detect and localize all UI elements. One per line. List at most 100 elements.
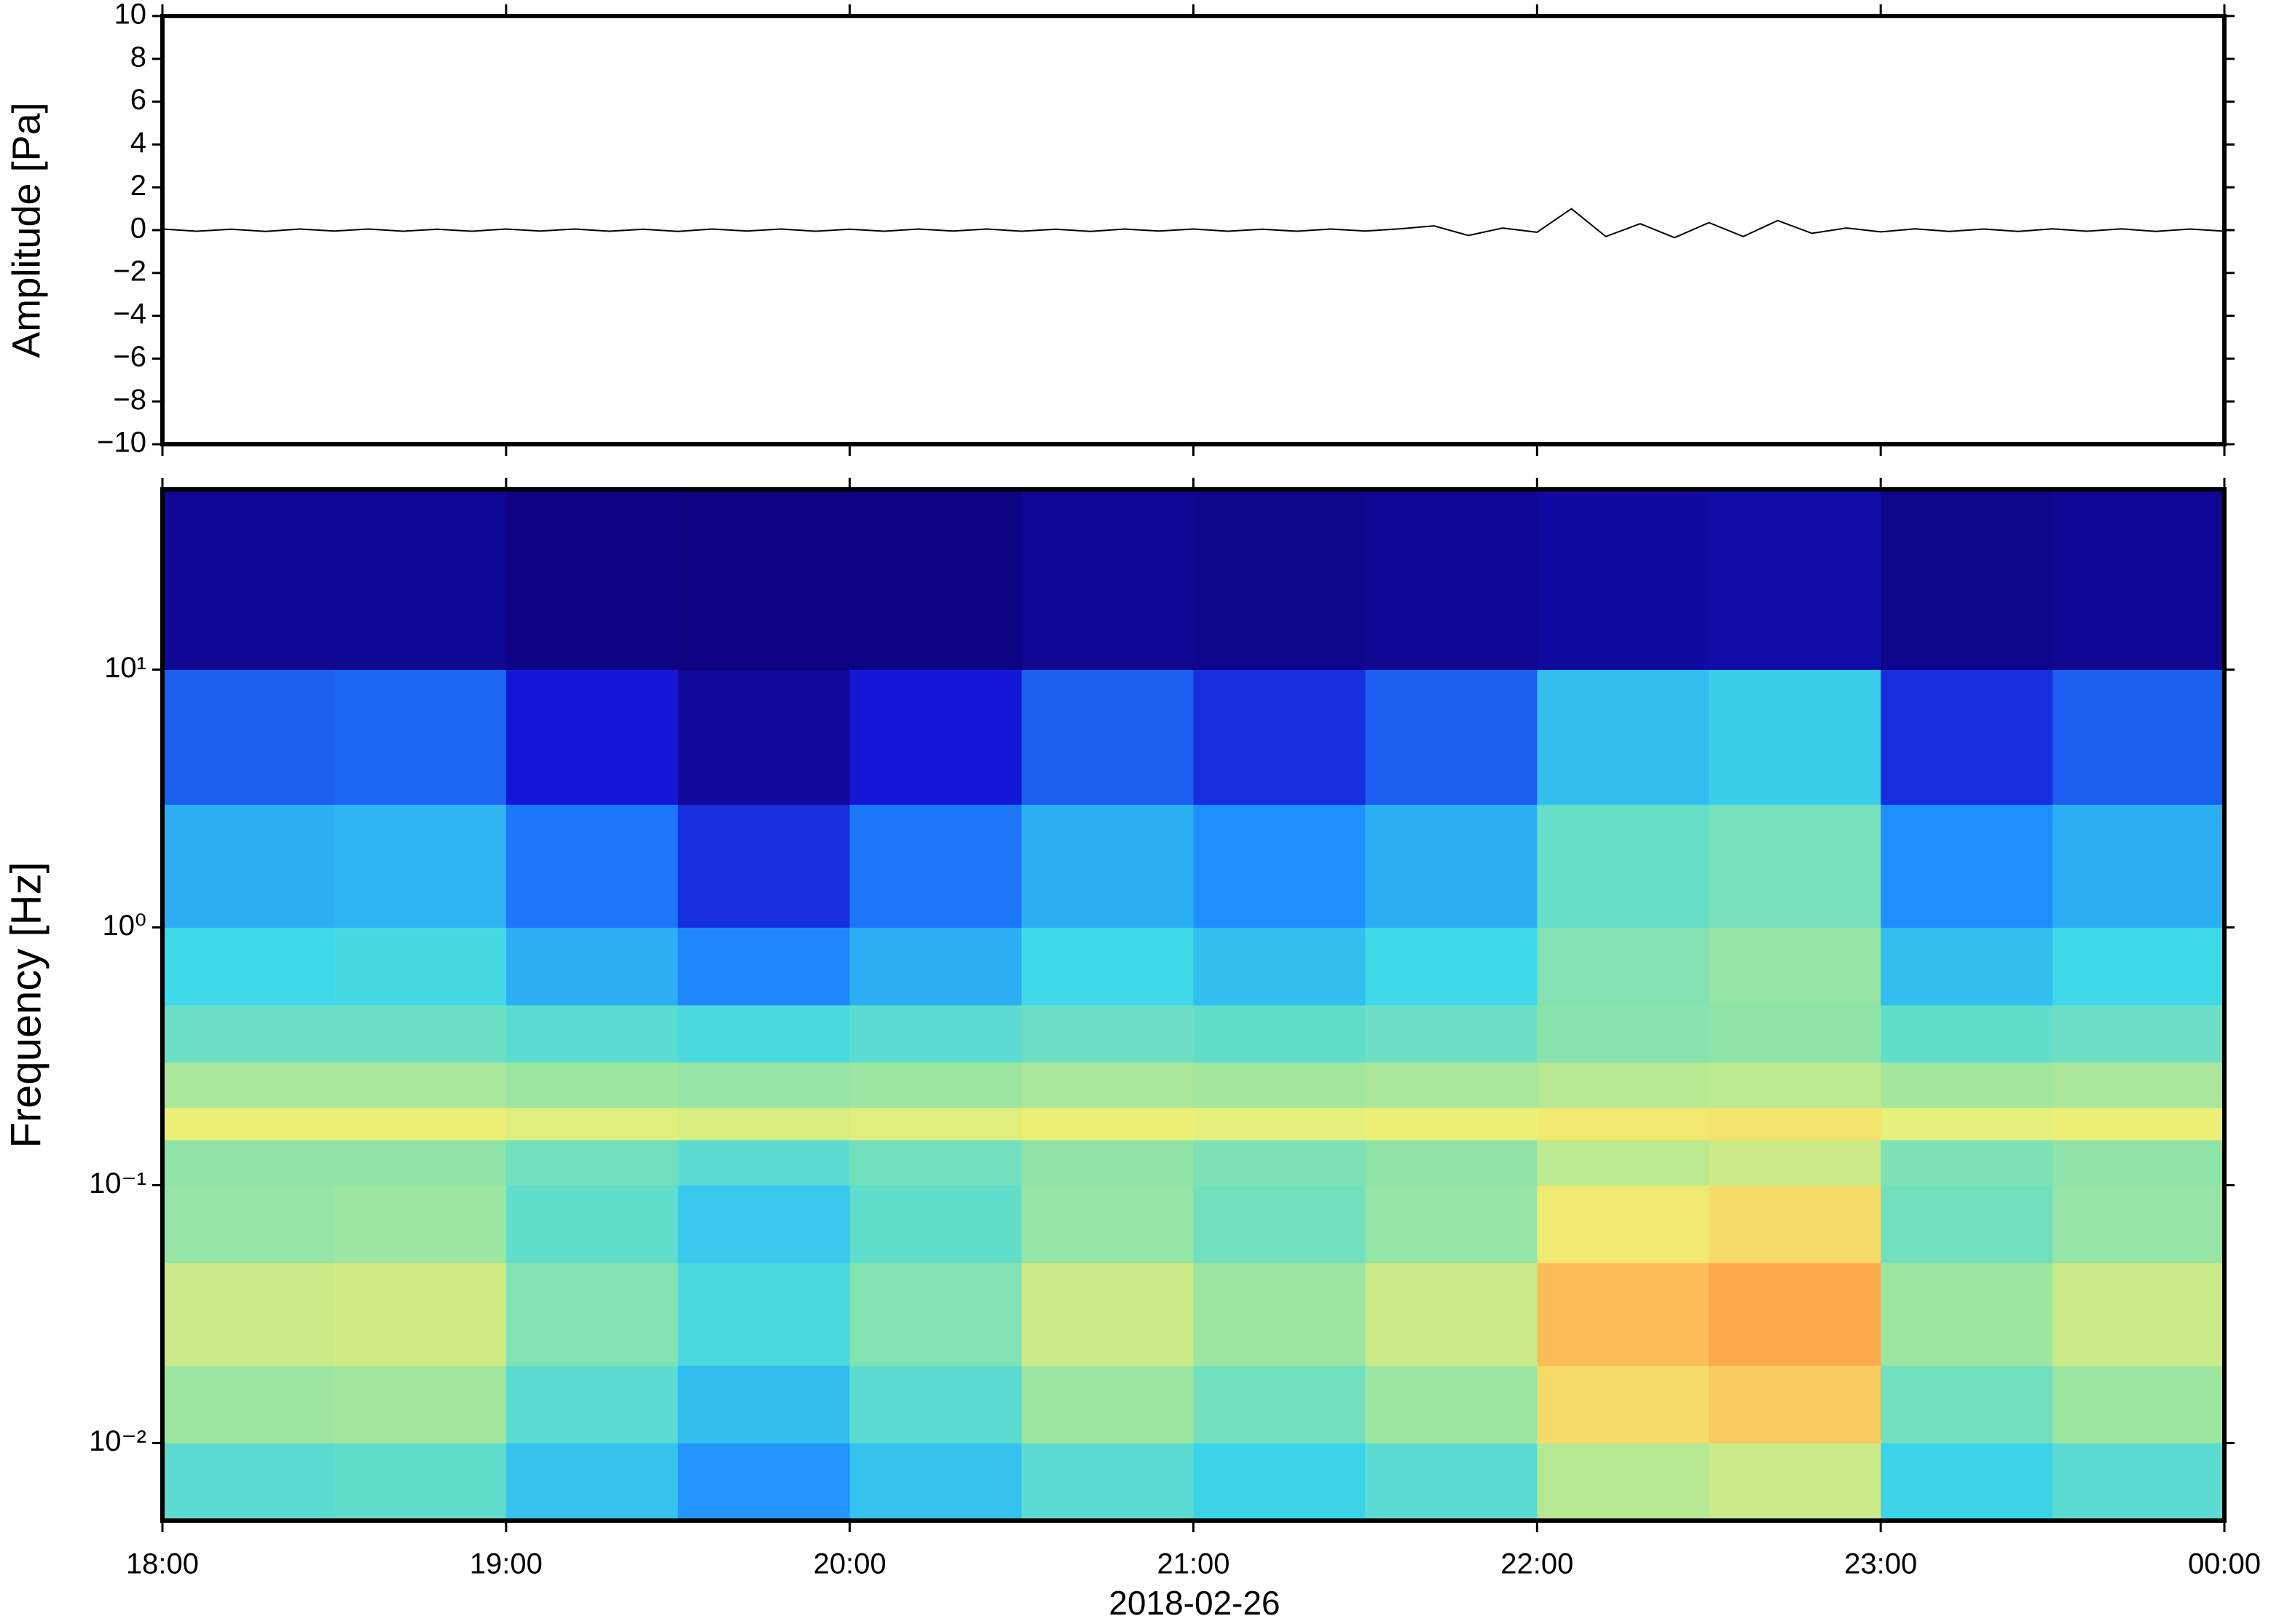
spectrogram-cell <box>334 804 507 928</box>
spectrogram-cell <box>849 1443 1023 1521</box>
spectrogram-cell <box>1365 489 1538 670</box>
y-tick-label: 6 <box>130 84 146 116</box>
spectrogram-cell <box>1881 669 2053 805</box>
spectrogram-cell <box>162 489 335 670</box>
spectrogram-cell <box>1365 1005 1538 1063</box>
spectrogram-cell <box>1365 1443 1538 1521</box>
spectrogram-cell <box>1709 1140 1881 1186</box>
spectrogram-cell <box>162 1365 335 1443</box>
spectrogram-cell <box>1365 1140 1538 1186</box>
spectrogram-cell <box>677 1443 851 1521</box>
spectrogram-cell <box>1881 1365 2053 1443</box>
spectrogram-cell <box>505 1005 679 1063</box>
spectrogram-cell <box>505 1185 679 1264</box>
spectrogram-cell <box>505 669 679 805</box>
spectrogram-cell <box>2052 1185 2225 1264</box>
spectrogram-cell <box>1365 804 1538 928</box>
x-tick-label: 19:00 <box>470 1548 543 1580</box>
plot-frame <box>160 14 2227 446</box>
spectrogram-cell <box>1537 1140 1709 1186</box>
spectrogram-cell <box>1193 1107 1366 1140</box>
spectrogram-cell <box>1193 1365 1366 1443</box>
spectrogram-cell <box>162 927 335 1006</box>
spectrogram-cell <box>1881 1263 2053 1366</box>
spectrogram-cell <box>162 1062 335 1108</box>
spectrogram-cell <box>677 1005 851 1063</box>
spectrogram-cell <box>505 804 679 928</box>
spectrogram-cell <box>1709 927 1881 1006</box>
spectrogram-cell <box>1021 1062 1194 1108</box>
spectrogram-cell <box>1709 804 1881 928</box>
y-tick-label: 4 <box>130 127 146 159</box>
spectrogram-cell <box>849 489 1023 670</box>
spectrogram-cell <box>1021 927 1194 1006</box>
spectrogram-cell <box>162 669 335 805</box>
spectrogram-cell <box>1193 927 1366 1006</box>
spectrogram-cell <box>849 1263 1023 1366</box>
spectrogram-cell <box>1881 1140 2053 1186</box>
spectrogram-cell <box>334 927 507 1006</box>
spectrogram-cell <box>677 927 851 1006</box>
spectrogram-cell <box>1021 804 1194 928</box>
spectrogram-cell <box>677 1062 851 1108</box>
spectrogram-cell <box>334 1062 507 1108</box>
spectrogram-cell <box>849 1005 1023 1063</box>
spectrogram-cell <box>677 1263 851 1366</box>
spectrogram-cell <box>505 1263 679 1366</box>
spectrogram-cell <box>334 669 507 805</box>
spectrogram-cell <box>1709 1005 1881 1063</box>
spectrogram-cell <box>1881 1443 2053 1521</box>
spectrogram-cell <box>677 489 851 670</box>
spectrogram-cell <box>1193 489 1366 670</box>
y-axis-label: Frequency [Hz] <box>2 862 50 1148</box>
spectrogram-cell <box>1365 1263 1538 1366</box>
spectrogram-cell <box>162 1005 335 1063</box>
waveform <box>162 208 2225 239</box>
y-axis-label: Amplitude [Pa] <box>4 102 48 358</box>
spectrogram-cell <box>505 1140 679 1186</box>
spectrogram-cell <box>1365 1185 1538 1264</box>
y-tick-label: 10¹ <box>104 652 146 684</box>
spectrogram-cell <box>2052 1005 2225 1063</box>
spectrogram-cell <box>334 1107 507 1140</box>
spectrogram-cell <box>1709 1365 1881 1443</box>
spectrogram-cell <box>849 927 1023 1006</box>
x-axis-label: 2018-02-26 <box>1109 1584 1280 1622</box>
spectrogram-cell <box>1537 1185 1709 1264</box>
spectrogram-cell <box>162 1140 335 1186</box>
spectrogram-cell <box>1709 489 1881 670</box>
spectrogram-cell <box>162 1443 335 1521</box>
spectrogram-cell <box>849 1185 1023 1264</box>
y-tick-label: −6 <box>113 341 146 373</box>
spectrogram-cell <box>334 1443 507 1521</box>
spectrogram-cell <box>505 1443 679 1521</box>
spectrogram-cell <box>1193 1062 1366 1108</box>
x-tick-label: 18:00 <box>126 1548 199 1580</box>
spectrogram-cell <box>849 1365 1023 1443</box>
spectrogram-cell <box>849 1107 1023 1140</box>
spectrogram-cell <box>1709 1107 1881 1140</box>
spectrogram-cell <box>1537 669 1709 805</box>
spectrogram-cell <box>1021 1263 1194 1366</box>
spectrogram-cell <box>849 1140 1023 1186</box>
spectrogram-cell <box>1537 804 1709 928</box>
spectrogram-cell <box>2052 1365 2225 1443</box>
spectrogram-cell <box>162 1107 335 1140</box>
x-tick-label: 23:00 <box>1844 1548 1917 1580</box>
spectrogram-cell <box>334 489 507 670</box>
spectrogram-cell <box>1537 489 1709 670</box>
y-tick-label: 2 <box>130 170 146 202</box>
y-tick-label: 10⁻¹ <box>89 1167 146 1199</box>
spectrogram-cell <box>1193 669 1366 805</box>
spectrogram-cell <box>1709 1062 1881 1108</box>
spectrogram-cell <box>1193 804 1366 928</box>
spectrogram-cell <box>2052 489 2225 670</box>
spectrogram-cell <box>1021 489 1194 670</box>
y-tick-label: 8 <box>130 41 146 73</box>
spectrogram-cell <box>1537 1365 1709 1443</box>
spectrogram-cell <box>2052 669 2225 805</box>
spectrogram-cell <box>1881 804 2053 928</box>
spectrogram-cell <box>1537 1443 1709 1521</box>
